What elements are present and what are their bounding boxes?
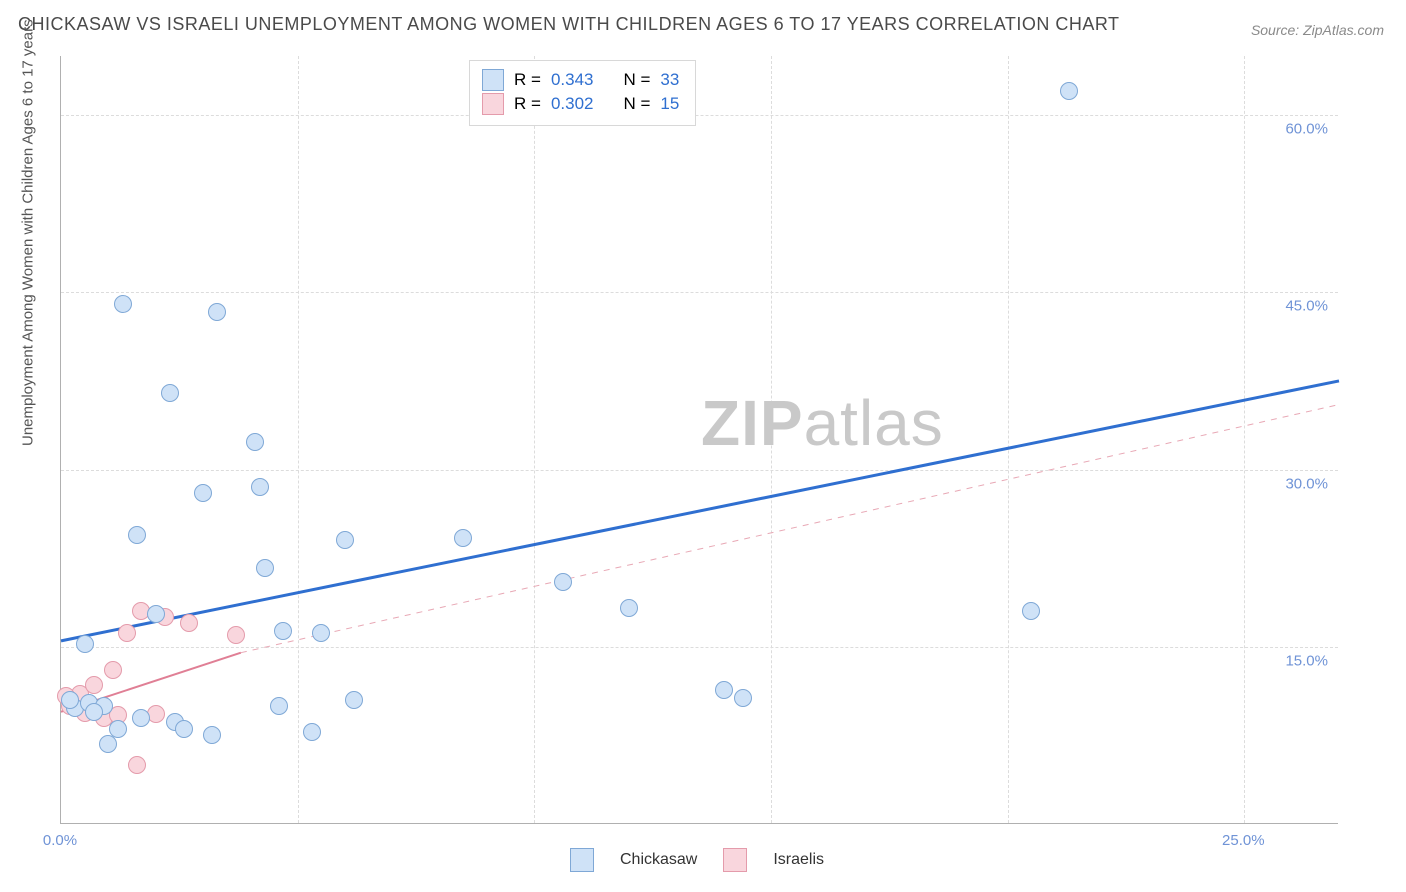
data-point [104,661,122,679]
swatch-israelis [482,93,504,115]
gridline-h [61,115,1338,116]
y-tick-label: 30.0% [1285,475,1328,492]
data-point [114,295,132,313]
swatch-chickasaw [482,69,504,91]
data-point [256,559,274,577]
y-tick-label: 15.0% [1285,652,1328,669]
data-point [118,624,136,642]
y-tick-label: 45.0% [1285,298,1328,315]
data-point [1022,602,1040,620]
data-point [454,529,472,547]
data-point [1060,82,1078,100]
r-value-israelis: 0.302 [551,94,594,114]
legend-row-israelis: R = 0.302 N = 15 [482,93,679,115]
chart-title: CHICKASAW VS ISRAELI UNEMPLOYMENT AMONG … [18,14,1120,35]
data-point [194,484,212,502]
trend-line [61,381,1339,641]
gridline-v [1244,56,1245,823]
x-tick-label: 25.0% [1222,832,1265,849]
data-point [76,635,94,653]
x-tick-label: 0.0% [43,832,77,849]
data-point [208,303,226,321]
gridline-v [534,56,535,823]
data-point [620,599,638,617]
watermark-zip: ZIP [701,387,804,459]
swatch-israelis [723,848,747,872]
n-value-chickasaw: 33 [660,70,679,90]
data-point [303,723,321,741]
r-value-chickasaw: 0.343 [551,70,594,90]
n-label: N = [623,70,650,90]
data-point [180,614,198,632]
data-point [270,697,288,715]
data-point [175,720,193,738]
r-label: R = [514,94,541,114]
data-point [734,689,752,707]
data-point [147,605,165,623]
data-point [715,681,733,699]
data-point [336,531,354,549]
data-point [99,735,117,753]
data-point [128,526,146,544]
data-point [312,624,330,642]
data-point [128,756,146,774]
data-point [251,478,269,496]
data-point [203,726,221,744]
watermark: ZIPatlas [701,386,944,460]
data-point [61,691,79,709]
data-point [227,626,245,644]
gridline-h [61,647,1338,648]
n-value-israelis: 15 [660,94,679,114]
data-point [345,691,363,709]
n-label: N = [623,94,650,114]
correlation-legend: R = 0.343 N = 33 R = 0.302 N = 15 [469,60,696,126]
data-point [161,384,179,402]
data-point [274,622,292,640]
legend-label-israelis: Israelis [773,851,824,869]
legend-row-chickasaw: R = 0.343 N = 33 [482,69,679,91]
gridline-h [61,292,1338,293]
data-point [85,676,103,694]
legend-label-chickasaw: Chickasaw [620,851,697,869]
data-point [554,573,572,591]
swatch-chickasaw [570,848,594,872]
chart-plot-area: ZIPatlas R = 0.343 N = 33 R = 0.302 N = … [60,56,1338,824]
watermark-atlas: atlas [804,387,944,459]
data-point [246,433,264,451]
data-point [85,703,103,721]
y-axis-label: Unemployment Among Women with Children A… [20,19,37,446]
series-legend: Chickasaw Israelis [570,848,824,872]
y-tick-label: 60.0% [1285,121,1328,138]
gridline-h [61,470,1338,471]
r-label: R = [514,70,541,90]
gridline-v [298,56,299,823]
data-point [132,709,150,727]
source-label: Source: ZipAtlas.com [1251,22,1384,38]
gridline-v [1008,56,1009,823]
